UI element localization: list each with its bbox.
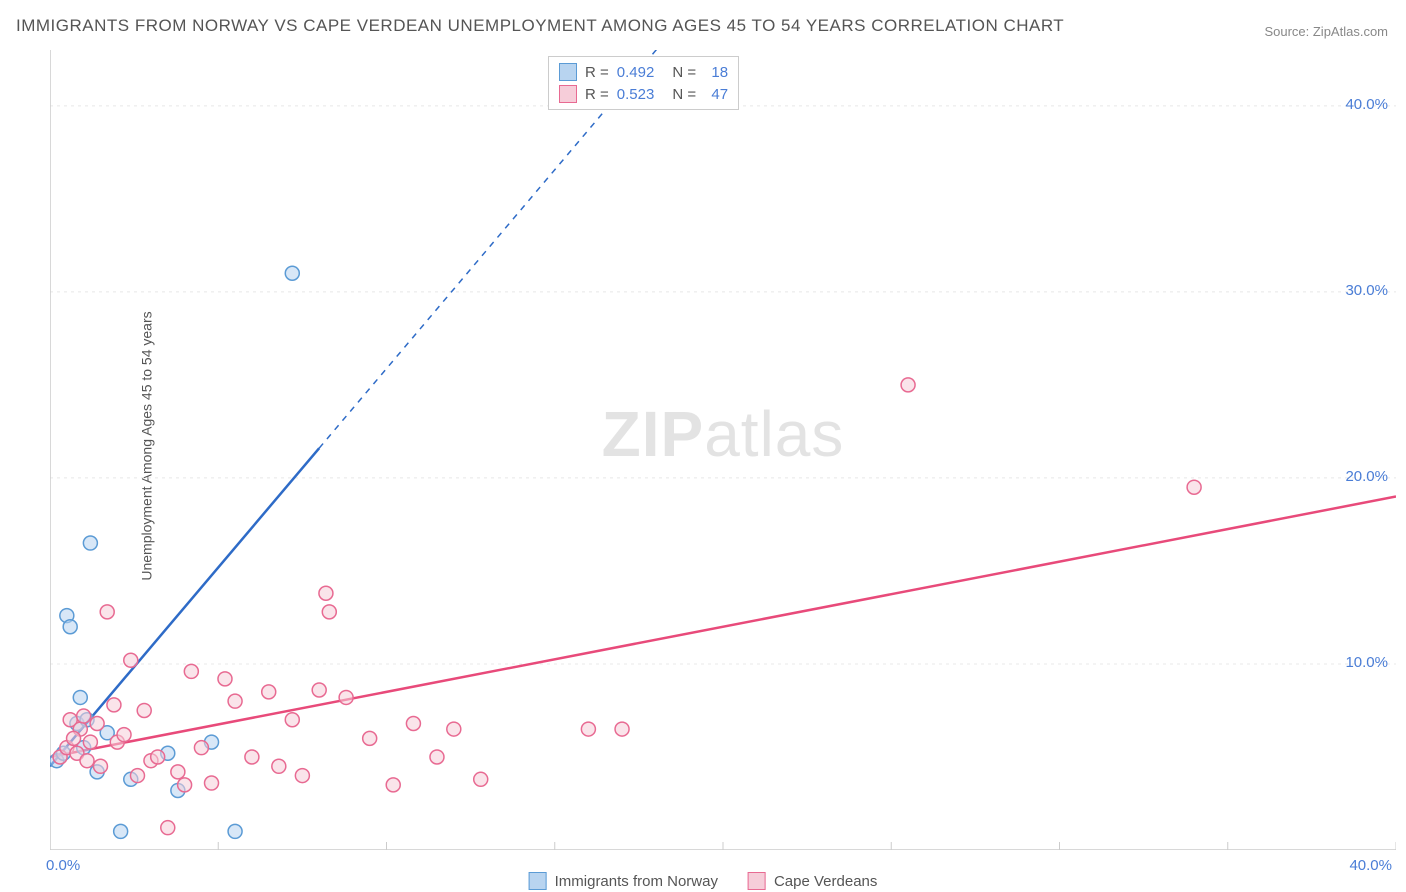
x-tick-label: 0.0% <box>46 857 80 874</box>
y-tick-label: 10.0% <box>1345 654 1388 671</box>
series-swatch <box>559 85 577 103</box>
stats-n-label: N = <box>672 86 696 103</box>
legend: Immigrants from Norway Cape Verdeans <box>529 872 878 890</box>
chart-title: IMMIGRANTS FROM NORWAY VS CAPE VERDEAN U… <box>16 16 1064 36</box>
y-tick-label: 40.0% <box>1345 96 1388 113</box>
legend-label: Immigrants from Norway <box>555 873 718 890</box>
legend-item: Cape Verdeans <box>748 872 877 890</box>
source-attribution: Source: ZipAtlas.com <box>1264 24 1388 39</box>
scatter-chart <box>50 50 1396 850</box>
x-tick-label: 40.0% <box>1349 857 1392 874</box>
stats-r-label: R = <box>585 64 609 81</box>
correlation-stats-box: R = 0.492 N = 18 R = 0.523 N = 47 <box>548 56 739 110</box>
stats-r-label: R = <box>585 86 609 103</box>
stats-n-label: N = <box>672 64 696 81</box>
stats-r-value: 0.523 <box>617 86 655 103</box>
plot-area: ZIPatlas R = 0.492 N = 18 R = 0.523 N = … <box>50 50 1396 850</box>
stats-r-value: 0.492 <box>617 64 655 81</box>
stats-n-value: 47 <box>704 86 728 103</box>
legend-item: Immigrants from Norway <box>529 872 718 890</box>
legend-swatch <box>748 872 766 890</box>
stats-n-value: 18 <box>704 64 728 81</box>
y-tick-label: 30.0% <box>1345 282 1388 299</box>
legend-label: Cape Verdeans <box>774 873 877 890</box>
legend-swatch <box>529 872 547 890</box>
y-tick-label: 20.0% <box>1345 468 1388 485</box>
stats-row: R = 0.492 N = 18 <box>559 61 728 83</box>
stats-row: R = 0.523 N = 47 <box>559 83 728 105</box>
series-swatch <box>559 63 577 81</box>
